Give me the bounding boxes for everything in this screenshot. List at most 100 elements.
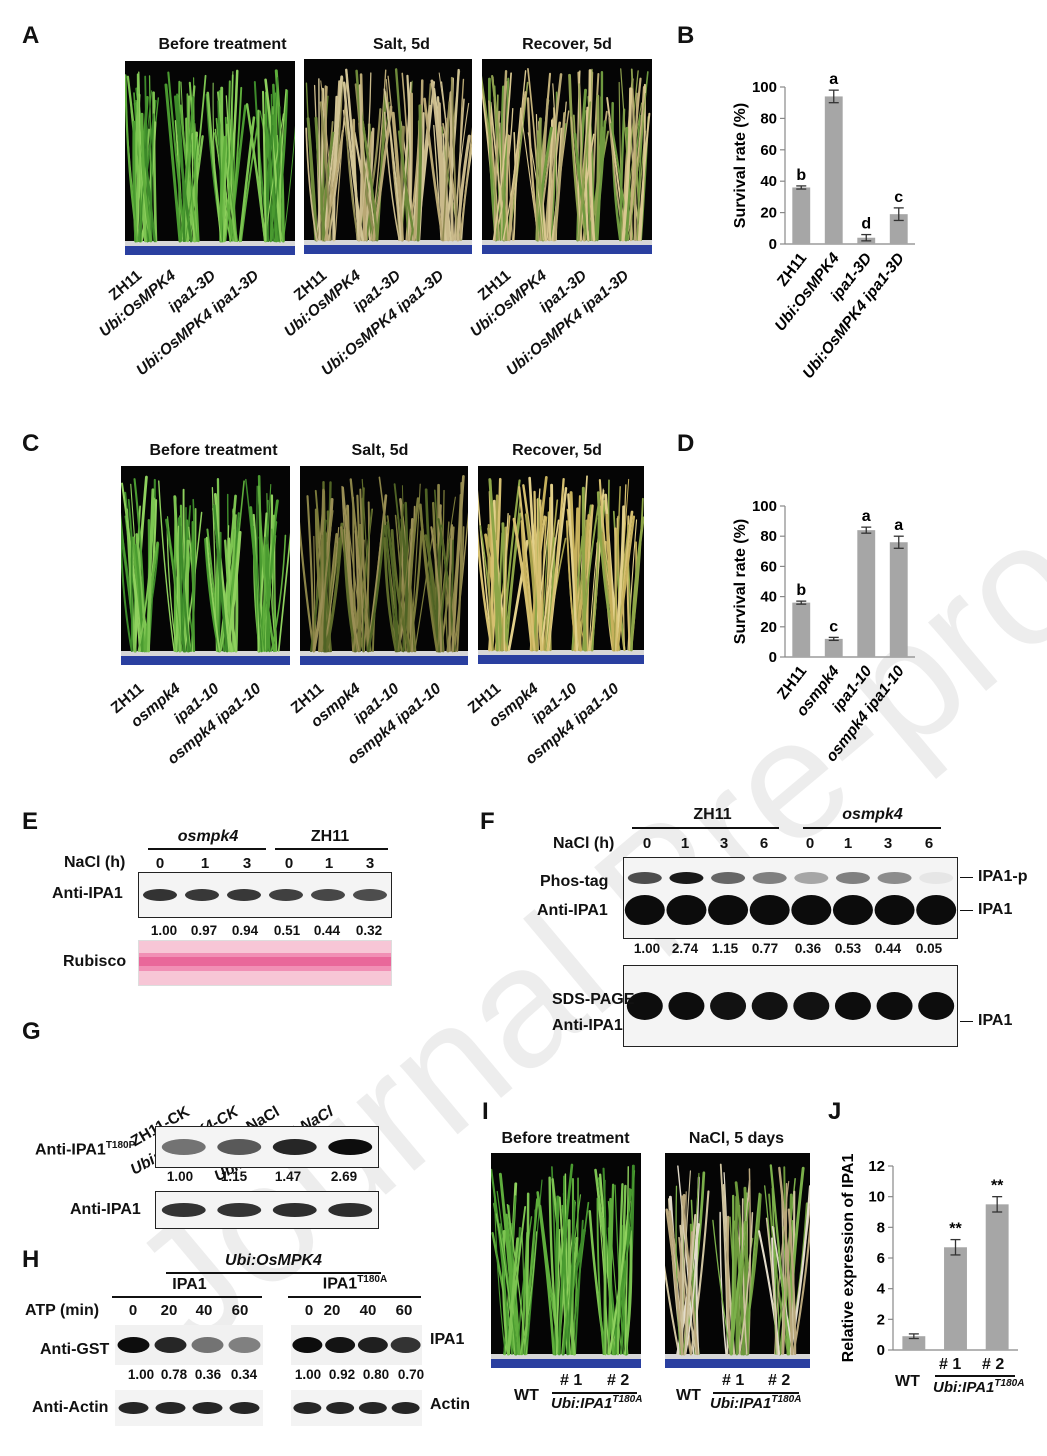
y-tick-label: 6 [877,1250,885,1267]
bar [792,602,811,657]
i-wt-1: WT [514,1387,539,1404]
leaf [305,127,318,241]
blot-band [161,1139,206,1155]
leaf [352,539,365,652]
y-tick-label: 100 [752,498,777,515]
leaf [324,129,344,242]
y-tick-label: 60 [760,558,777,575]
leaf [546,477,565,652]
leaf [270,534,287,652]
leaf [136,73,147,242]
leaf [451,475,465,653]
h-quant-6: 0.92 [328,1367,356,1382]
leaf [448,524,453,652]
tray-rim [125,241,295,246]
h-lane-8: 60 [395,1302,413,1319]
panel-label-d: D [677,430,695,457]
blot-band [874,895,915,925]
g-quant-4: 2.69 [330,1169,358,1184]
y-axis-label: Survival rate (%) [732,519,749,644]
tray-rim [304,240,472,245]
leaf [362,127,375,242]
leaf [219,135,227,243]
leaf [269,77,279,242]
title-a-before: Before treatment [158,36,287,53]
leaf [512,517,534,652]
leaf [406,74,412,242]
blot-band [272,1203,317,1217]
leaf [768,1193,789,1355]
f-lane-8: 6 [924,835,934,852]
leaf [765,1217,778,1355]
bar [824,96,843,244]
i-line-name-text-1: Ubi:IPA1 [551,1395,613,1412]
leaf [191,521,196,653]
leaf [397,528,411,652]
h-top-line [166,1272,381,1274]
leaf [769,1164,791,1356]
blot-band [751,992,788,1020]
h-atp-label: ATP (min) [25,1302,100,1319]
leaf [712,1219,732,1355]
panel-label-i: I [482,1098,489,1125]
tray [665,1358,810,1368]
tray-rim [478,650,644,655]
leaf [524,513,539,652]
g-quant-3: 1.47 [274,1169,302,1184]
blot-band [191,1337,224,1353]
h-lane-3: 40 [195,1302,213,1319]
photo-a-before [125,61,295,255]
blot-band [217,1203,262,1217]
leaf [567,493,579,652]
photo-i-nacl [665,1153,810,1368]
j-line-sup: T180A [994,1378,1025,1389]
tray-rim [121,651,290,656]
leaf [229,86,243,242]
leaf [173,95,193,243]
blot-band [143,889,177,901]
i-line-sup-1: T180A [612,1394,643,1405]
photo-c-before [121,466,290,665]
blot-band [328,1203,373,1217]
leaf [619,1188,631,1355]
tray [478,654,644,664]
leaf [613,486,621,651]
leaf [158,480,175,652]
leaf [616,515,636,652]
g-quant-2: 1.15 [220,1169,248,1184]
f-lane-7: 3 [883,835,893,852]
leaf [505,512,522,652]
e-lane-6: 3 [365,855,375,872]
significance-label: a [894,517,903,534]
e-lane-4: 0 [284,855,294,872]
leaf [602,1217,607,1356]
f-lane-2: 1 [680,835,690,852]
tray-rim [665,1354,810,1359]
leaf [212,82,222,242]
g-quant-1: 1.00 [166,1169,194,1184]
leaf [345,68,360,242]
i-l1-2: # 1 [722,1372,745,1389]
leaf [488,100,500,241]
blot-band [793,992,830,1020]
leaf [540,519,560,651]
f-quant-8: 0.05 [915,941,943,956]
leaf [627,92,647,241]
leaf [264,78,282,243]
leaf [383,111,401,241]
f-ipa1-label: IPA1 [978,901,1013,918]
leaf [778,1166,794,1356]
title-i-before: Before treatment [501,1130,630,1147]
e-group-zh11: ZH11 [310,828,350,845]
title-i-nacl: NaCl, 5 days [688,1130,785,1147]
f-lane-5: 0 [805,835,815,852]
blot-band-phospho [711,872,746,884]
e-quant-3: 0.94 [231,923,259,938]
title-a-salt: Salt, 5d [373,36,430,53]
leaf [148,75,152,242]
f-quant-4: 0.77 [751,941,779,956]
f-marker-3 [960,1021,973,1022]
g-row1-text: Anti-IPA1 [35,1141,106,1159]
leaf [740,1193,762,1356]
photo-c-recover [478,466,644,664]
